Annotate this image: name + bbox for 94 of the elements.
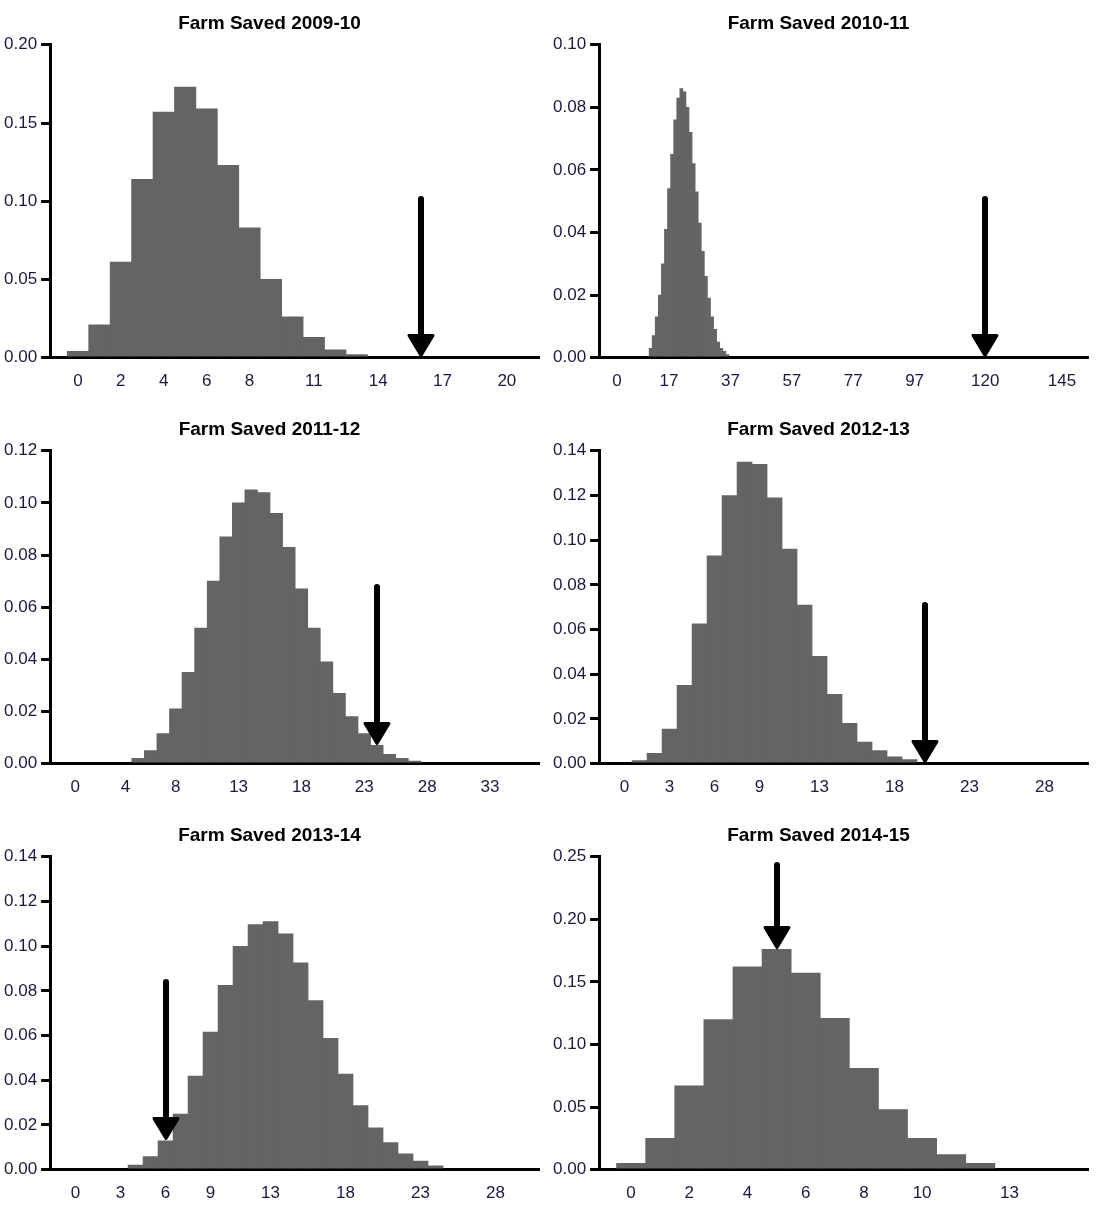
x-tick-label: 6 (800, 1183, 811, 1203)
y-tick-label: 0.10 (3, 190, 38, 210)
y-tick-label: 0.12 (3, 440, 38, 460)
x-tick-label: 13 (810, 777, 830, 797)
x-tick-label: 0 (612, 371, 622, 391)
x-tick-label: 120 (971, 371, 1000, 391)
x-tick-label: 37 (720, 371, 740, 391)
chart-title: Farm Saved 2013-14 (178, 823, 362, 845)
y-tick-label: 0.02 (552, 708, 587, 728)
x-tick-label: 2 (684, 1183, 695, 1203)
y-tick-label: 0.08 (3, 544, 38, 564)
x-tick-label: 13 (229, 777, 249, 797)
x-tick-label: 20 (497, 371, 517, 391)
x-tick-label: 4 (120, 777, 131, 797)
y-tick-label: 0.06 (3, 596, 38, 616)
y-tick-label: 0.00 (552, 347, 587, 367)
x-tick-label: 0 (619, 777, 630, 797)
y-tick-label: 0.04 (3, 1069, 38, 1089)
x-tick-label: 4 (742, 1183, 753, 1203)
chart-title: Farm Saved 2009-10 (178, 11, 361, 33)
x-tick-label: 8 (171, 777, 181, 797)
y-tick-label: 0.02 (3, 701, 38, 721)
y-tick-label: 0.06 (3, 1025, 38, 1045)
x-tick-label: 28 (417, 777, 437, 797)
x-tick-label: 18 (885, 777, 904, 797)
x-tick-label: 18 (292, 777, 311, 797)
y-tick-label: 0.12 (3, 891, 38, 911)
x-tick-label: 0 (73, 371, 83, 391)
chart-title: Farm Saved 2011-12 (178, 417, 361, 439)
x-tick-label: 3 (664, 777, 675, 797)
x-tick-label: 0 (70, 1183, 81, 1203)
y-tick-label: 0.02 (3, 1114, 38, 1134)
x-tick-label: 97 (905, 371, 925, 391)
x-tick-label: 3 (115, 1183, 126, 1203)
x-tick-label: 17 (659, 371, 679, 391)
y-tick-label: 0.00 (3, 753, 38, 773)
y-tick-label: 0.10 (552, 34, 587, 54)
y-tick-label: 0.05 (552, 1096, 587, 1116)
y-tick-label: 0.10 (3, 935, 38, 955)
y-tick-label: 0.14 (3, 846, 38, 866)
y-tick-label: 0.15 (3, 112, 38, 132)
y-tick-label: 0.05 (3, 269, 38, 289)
y-tick-label: 0.00 (552, 753, 587, 773)
y-tick-label: 0.12 (552, 485, 587, 505)
y-tick-label: 0.00 (552, 1159, 587, 1179)
x-tick-label: 33 (480, 777, 500, 797)
x-tick-label: 13 (261, 1183, 281, 1203)
chart-title: Farm Saved 2010-11 (727, 11, 910, 33)
y-tick-label: 0.08 (552, 97, 587, 117)
x-tick-label: 17 (433, 371, 452, 391)
y-tick-label: 0.04 (3, 649, 38, 669)
x-tick-label: 6 (709, 777, 720, 797)
x-tick-label: 0 (70, 777, 80, 797)
y-tick-label: 0.10 (3, 492, 38, 512)
x-tick-label: 8 (859, 1183, 869, 1203)
x-tick-label: 2 (116, 371, 126, 391)
x-tick-label: 77 (843, 371, 863, 391)
x-tick-label: 23 (411, 1183, 430, 1203)
x-tick-label: 6 (201, 371, 212, 391)
y-tick-label: 0.25 (552, 846, 587, 866)
x-tick-label: 11 (305, 371, 323, 391)
y-tick-label: 0.04 (552, 222, 587, 242)
x-tick-label: 4 (159, 371, 169, 391)
x-tick-label: 57 (782, 371, 802, 391)
x-tick-label: 8 (244, 371, 255, 391)
y-tick-label: 0.02 (552, 284, 587, 304)
y-tick-label: 0.20 (3, 34, 38, 54)
x-tick-label: 14 (368, 371, 388, 391)
y-tick-label: 0.00 (3, 1159, 38, 1179)
y-tick-label: 0.10 (552, 529, 587, 549)
x-tick-label: 23 (354, 777, 374, 797)
x-tick-label: 6 (160, 1183, 171, 1203)
y-tick-label: 0.20 (552, 909, 587, 929)
chart-title: Farm Saved 2014-15 (727, 823, 911, 845)
y-tick-label: 0.14 (552, 440, 587, 460)
x-tick-label: 145 (1047, 371, 1077, 391)
y-tick-label: 0.08 (552, 574, 587, 594)
y-tick-label: 0.06 (552, 159, 587, 179)
x-tick-label: 10 (912, 1183, 932, 1203)
y-tick-label: 0.15 (552, 971, 587, 991)
x-tick-label: 23 (960, 777, 979, 797)
y-tick-label: 0.10 (552, 1034, 587, 1054)
y-tick-label: 0.08 (3, 980, 38, 1000)
y-tick-label: 0.04 (552, 663, 587, 683)
x-tick-label: 0 (626, 1183, 636, 1203)
x-tick-label: 9 (754, 777, 765, 797)
y-tick-label: 0.06 (552, 619, 587, 639)
chart-title: Farm Saved 2012-13 (727, 417, 910, 439)
x-tick-label: 13 (999, 1183, 1019, 1203)
x-tick-label: 28 (1035, 777, 1054, 797)
x-tick-label: 28 (486, 1183, 505, 1203)
x-tick-label: 9 (205, 1183, 216, 1203)
x-tick-label: 18 (336, 1183, 355, 1203)
y-tick-label: 0.00 (3, 347, 38, 367)
